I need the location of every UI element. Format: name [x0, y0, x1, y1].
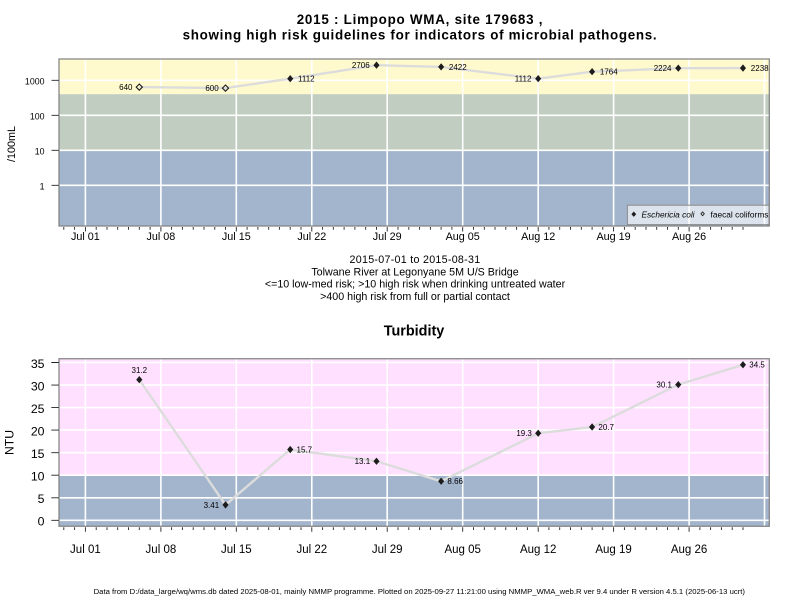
- svg-text:showing high risk guidelines f: showing high risk guidelines for indicat…: [183, 27, 658, 42]
- svg-text:Jul 08: Jul 08: [146, 231, 175, 243]
- svg-text:100: 100: [30, 112, 45, 122]
- svg-text:/100mL: /100mL: [6, 126, 18, 162]
- svg-text:31.2: 31.2: [132, 366, 148, 375]
- svg-text:Jul 15: Jul 15: [222, 231, 251, 243]
- svg-text:2422: 2422: [449, 63, 467, 72]
- svg-text:Turbidity: Turbidity: [384, 324, 445, 340]
- svg-text:Aug 19: Aug 19: [596, 231, 630, 243]
- svg-text:19.3: 19.3: [516, 429, 532, 438]
- svg-text:20: 20: [31, 424, 45, 438]
- svg-text:>400 high risk from full or pa: >400 high risk from full or partial cont…: [320, 291, 510, 303]
- svg-text:30.1: 30.1: [656, 381, 672, 390]
- svg-text:Jul 15: Jul 15: [221, 544, 252, 556]
- svg-text:2224: 2224: [654, 64, 672, 73]
- svg-text:2015-07-01 to 2015-08-31: 2015-07-01 to 2015-08-31: [350, 254, 481, 266]
- svg-text:Aug 19: Aug 19: [595, 544, 631, 556]
- svg-text:faecal coliforms: faecal coliforms: [711, 209, 769, 219]
- svg-text:Aug 05: Aug 05: [444, 544, 480, 556]
- svg-text:Aug 12: Aug 12: [521, 231, 555, 243]
- svg-text:Aug 26: Aug 26: [671, 544, 707, 556]
- svg-text:35: 35: [31, 357, 45, 371]
- svg-text:10: 10: [31, 470, 45, 484]
- svg-text:Jul 22: Jul 22: [297, 231, 326, 243]
- svg-text:34.5: 34.5: [749, 361, 765, 370]
- svg-text:Jul 22: Jul 22: [296, 544, 327, 556]
- svg-text:8.66: 8.66: [447, 477, 463, 486]
- svg-text:30: 30: [31, 379, 45, 393]
- svg-text:Tolwane River at Legonyane 5M: Tolwane River at Legonyane 5M U/S Bridge: [311, 266, 518, 278]
- svg-text:Data from D:/data_large/wq/wms: Data from D:/data_large/wq/wms.db dated …: [94, 587, 746, 596]
- svg-text:1112: 1112: [515, 75, 532, 84]
- svg-text:Aug 26: Aug 26: [672, 231, 706, 243]
- svg-text:15: 15: [31, 447, 45, 461]
- svg-text:<=10 low-med risk; >10 high ri: <=10 low-med risk; >10 high risk when dr…: [265, 279, 566, 291]
- svg-text:13.1: 13.1: [355, 457, 371, 466]
- svg-text:20.7: 20.7: [598, 423, 614, 432]
- svg-text:15.7: 15.7: [297, 445, 313, 454]
- svg-text:600: 600: [205, 84, 219, 93]
- svg-text:2706: 2706: [352, 61, 370, 70]
- svg-text:2015 : Limpopo WMA, site 17968: 2015 : Limpopo WMA, site 179683 ,: [297, 12, 544, 27]
- svg-text:Aug 12: Aug 12: [520, 544, 556, 556]
- svg-text:Jul 01: Jul 01: [71, 231, 100, 243]
- svg-text:3.41: 3.41: [204, 501, 220, 510]
- svg-text:Jul 08: Jul 08: [146, 544, 177, 556]
- svg-text:640: 640: [119, 83, 133, 92]
- svg-text:1764: 1764: [600, 68, 618, 77]
- svg-text:1112: 1112: [298, 75, 315, 84]
- svg-text:1: 1: [40, 182, 45, 192]
- svg-text:10: 10: [35, 147, 45, 157]
- svg-text:2238: 2238: [751, 64, 769, 73]
- svg-text:0: 0: [38, 515, 45, 529]
- svg-text:Eschericia coli: Eschericia coli: [642, 209, 696, 219]
- svg-text:Jul 01: Jul 01: [70, 544, 101, 556]
- svg-text:5: 5: [38, 492, 45, 506]
- svg-text:Aug 05: Aug 05: [446, 231, 480, 243]
- svg-text:25: 25: [31, 402, 45, 416]
- svg-text:Jul 29: Jul 29: [373, 231, 402, 243]
- svg-text:1000: 1000: [25, 77, 45, 87]
- svg-text:Jul 29: Jul 29: [372, 544, 403, 556]
- svg-text:NTU: NTU: [3, 430, 17, 455]
